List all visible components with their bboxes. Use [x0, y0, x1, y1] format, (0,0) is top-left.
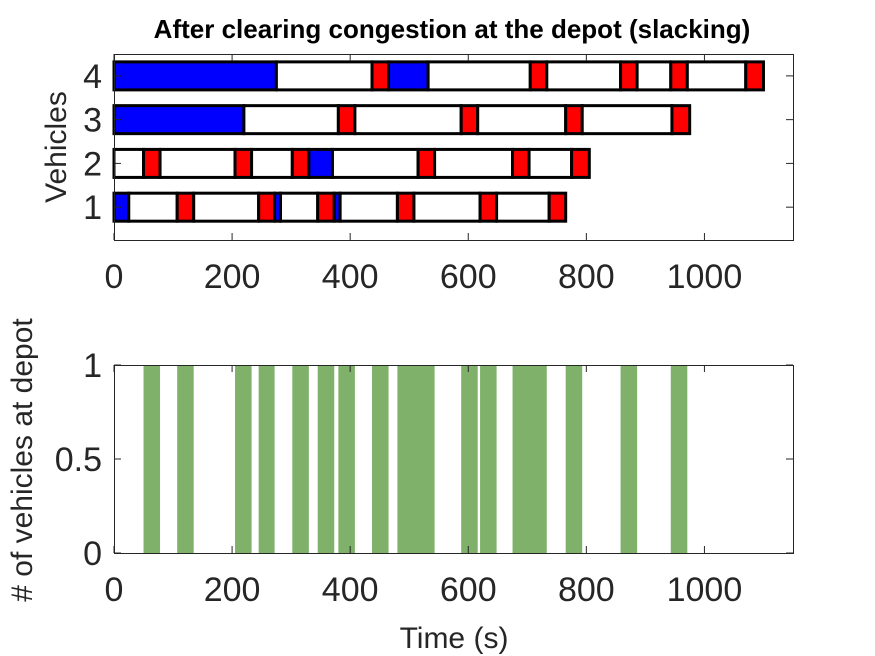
bottom-y-axis-label: # of vehicles at depot — [6, 318, 39, 602]
vehicle-4-depot-segment-2 — [370, 60, 391, 92]
vehicle-1-travel-segment-6 — [279, 191, 320, 223]
vehicle-1-depot-segment-4 — [257, 191, 277, 223]
bottom-x-tick-label: 400 — [322, 571, 379, 609]
depot-bar-6 — [338, 365, 355, 553]
vehicle-2-travel-segment-9 — [433, 147, 515, 179]
top-x-tick-label: 0 — [105, 258, 124, 296]
bottom-x-tick-label: 800 — [558, 571, 615, 609]
top-y-tick-label: 4 — [83, 58, 102, 96]
top-x-tick-label: 600 — [440, 258, 497, 296]
depot-bar-12 — [565, 365, 583, 553]
depot-bar-9 — [461, 365, 478, 553]
top-y-ticks: 1 2 3 4 — [83, 58, 793, 227]
vehicle-1-travel-segment-1 — [127, 191, 179, 223]
top-y-tick-label: 3 — [83, 102, 102, 140]
vehicle-1-depot-segment-12 — [478, 191, 499, 223]
vehicle-4-depot-segment-9 — [669, 60, 689, 92]
vehicle-4-travel-segment-6 — [545, 60, 623, 92]
vehicle-3-depot-segment-4 — [459, 104, 480, 136]
depot-bar-11 — [512, 365, 547, 553]
vehicle-2-depot-segment-1 — [142, 147, 162, 179]
depot-bar-3 — [258, 365, 275, 553]
bottom-y-tick-label: 0 — [83, 535, 102, 573]
vehicle-3-depot-segment-2 — [336, 104, 357, 136]
vehicle-3-travel-segment-1 — [242, 104, 340, 136]
depot-bar-10 — [480, 365, 497, 553]
top-axes-box — [114, 54, 794, 241]
vehicle-3-travel-segment-7 — [580, 104, 674, 136]
top-y-axis-label: Vehicles — [40, 91, 73, 203]
depot-bar-14 — [670, 365, 688, 553]
vehicle-1-depot-segment-2 — [175, 191, 196, 223]
vehicle-1-depot-segment-10 — [395, 191, 416, 223]
depot-bar-7 — [372, 365, 389, 553]
vehicle-2-depot-segment-5 — [290, 147, 311, 179]
bottom-y-ticks: 00.51 — [55, 347, 793, 573]
chart-title: After clearing congestion at the depot (… — [154, 14, 751, 44]
vehicle-2-travel-segment-2 — [158, 147, 237, 179]
bottom-x-tick-label: 1000 — [667, 571, 743, 609]
top-y-tick-label: 1 — [83, 189, 102, 227]
vehicle-4-depot-segment-11 — [744, 60, 765, 92]
bottom-y-tick-label: 0.5 — [55, 441, 102, 479]
bottom-x-tick-label: 0 — [105, 571, 124, 609]
vehicle-2-travel-segment-11 — [527, 147, 574, 179]
depot-occupancy-chart: 0 200 400 600 800 1000 00.51 Time (s) # of ve… — [6, 318, 794, 655]
vehicle-4-travel-segment-8 — [635, 60, 673, 92]
top-x-tick-label: 1000 — [667, 258, 743, 296]
vehicle-2-depot-segment-12 — [570, 147, 591, 179]
bottom-x-tick-label: 200 — [204, 571, 261, 609]
vehicle-1-depot-segment-7 — [316, 191, 336, 223]
bottom-x-tick-label: 600 — [440, 571, 497, 609]
vehicle-1-travel-segment-13 — [495, 191, 551, 223]
vehicle-4-travel-segment-4 — [426, 60, 532, 92]
vehicle-4-depot-segment-5 — [528, 60, 549, 92]
vehicle-4-travel-segment-1 — [274, 60, 374, 92]
depot-bar-4 — [292, 365, 309, 553]
top-x-tick-label: 800 — [558, 258, 615, 296]
depot-bars — [143, 365, 688, 553]
vehicle-2-waiting-segment-6 — [307, 147, 334, 179]
vehicle-3-depot-segment-6 — [564, 104, 584, 136]
vehicle-4-waiting-segment-3 — [387, 60, 430, 92]
depot-bar-2 — [235, 365, 252, 553]
depot-bar-0 — [143, 365, 161, 553]
vehicle-3-travel-segment-5 — [476, 104, 568, 136]
vehicle-2-depot-segment-8 — [416, 147, 437, 179]
vehicle-4-depot-segment-7 — [619, 60, 639, 92]
vehicle-2-depot-segment-3 — [233, 147, 254, 179]
vehicle-2-travel-segment-7 — [330, 147, 420, 179]
vehicle-1-travel-segment-3 — [192, 191, 261, 223]
depot-bar-13 — [620, 365, 638, 553]
top-x-tick-label: 400 — [322, 258, 379, 296]
depot-bar-1 — [177, 365, 194, 553]
top-x-ticks: 0 200 400 600 800 1000 — [105, 54, 743, 296]
bottom-x-axis-label: Time (s) — [400, 622, 509, 655]
vehicle-schedule-chart: After clearing congestion at the depot (… — [40, 14, 794, 296]
bottom-plot-area — [114, 365, 793, 553]
top-y-tick-label: 2 — [83, 145, 102, 183]
bottom-y-tick-label: 1 — [83, 347, 102, 385]
vehicle-1-travel-segment-11 — [412, 191, 482, 223]
top-x-tick-label: 200 — [204, 258, 261, 296]
vehicle-3-depot-segment-8 — [670, 104, 692, 136]
depot-bar-8 — [397, 365, 435, 553]
vehicle-bars — [112, 60, 765, 223]
vehicle-4-waiting-segment-0 — [112, 60, 278, 92]
vehicle-2-depot-segment-10 — [511, 147, 531, 179]
vehicle-2-travel-segment-4 — [250, 147, 294, 179]
vehicle-3-waiting-segment-0 — [112, 104, 246, 136]
vehicle-3-travel-segment-3 — [353, 104, 463, 136]
vehicle-4-travel-segment-10 — [685, 60, 748, 92]
vehicle-1-depot-segment-14 — [547, 191, 568, 223]
bottom-x-ticks: 0 200 400 600 800 1000 — [105, 365, 743, 609]
vehicle-1-travel-segment-9 — [338, 191, 399, 223]
depot-bar-5 — [317, 365, 335, 553]
top-axes — [114, 54, 794, 241]
